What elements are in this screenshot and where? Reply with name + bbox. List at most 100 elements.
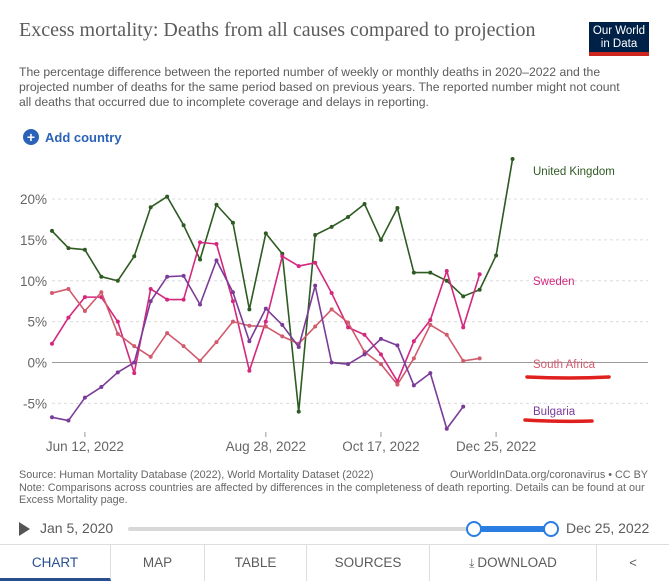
series-label-south-africa[interactable]: South Africa xyxy=(533,359,596,371)
data-point-sweden[interactable] xyxy=(132,371,137,376)
data-point-united-kingdom[interactable] xyxy=(494,253,499,258)
data-point-sweden[interactable] xyxy=(165,297,170,302)
data-point-south-africa[interactable] xyxy=(165,331,170,336)
data-point-south-africa[interactable] xyxy=(280,334,285,339)
timeline-track[interactable] xyxy=(128,527,550,531)
data-point-bulgaria[interactable] xyxy=(148,299,153,304)
data-point-south-africa[interactable] xyxy=(214,340,219,345)
data-point-bulgaria[interactable] xyxy=(428,371,433,376)
data-point-bulgaria[interactable] xyxy=(263,306,268,311)
data-point-sweden[interactable] xyxy=(230,299,235,304)
data-point-south-africa[interactable] xyxy=(461,358,466,363)
data-point-sweden[interactable] xyxy=(247,368,252,373)
data-point-united-kingdom[interactable] xyxy=(477,287,482,292)
data-point-bulgaria[interactable] xyxy=(296,344,301,349)
data-point-united-kingdom[interactable] xyxy=(230,220,235,225)
data-point-united-kingdom[interactable] xyxy=(247,307,252,312)
data-point-united-kingdom[interactable] xyxy=(378,237,383,242)
data-point-bulgaria[interactable] xyxy=(165,274,170,279)
data-point-bulgaria[interactable] xyxy=(198,302,203,307)
tab-sources[interactable]: SOURCES xyxy=(307,545,430,581)
data-point-south-africa[interactable] xyxy=(198,358,203,363)
data-point-sweden[interactable] xyxy=(313,260,318,265)
tab-table[interactable]: TABLE xyxy=(205,545,307,581)
data-point-south-africa[interactable] xyxy=(477,356,482,361)
data-point-bulgaria[interactable] xyxy=(50,415,54,420)
data-point-bulgaria[interactable] xyxy=(444,426,449,431)
timeline-start-handle[interactable] xyxy=(466,521,482,537)
data-point-sweden[interactable] xyxy=(428,318,433,323)
data-point-united-kingdom[interactable] xyxy=(165,194,170,199)
data-point-sweden[interactable] xyxy=(263,319,268,324)
data-point-south-africa[interactable] xyxy=(132,344,137,349)
data-point-united-kingdom[interactable] xyxy=(115,278,120,283)
data-point-south-africa[interactable] xyxy=(329,307,334,312)
data-point-south-africa[interactable] xyxy=(115,331,120,336)
data-point-bulgaria[interactable] xyxy=(313,283,318,288)
data-point-sweden[interactable] xyxy=(461,325,466,330)
share-button[interactable]: < xyxy=(597,545,669,581)
data-point-bulgaria[interactable] xyxy=(214,258,219,263)
data-point-south-africa[interactable] xyxy=(66,286,71,291)
data-point-south-africa[interactable] xyxy=(247,323,252,328)
data-point-sweden[interactable] xyxy=(280,254,285,259)
series-label-sweden[interactable]: Sweden xyxy=(533,276,575,288)
data-point-united-kingdom[interactable] xyxy=(411,270,416,275)
data-point-bulgaria[interactable] xyxy=(66,418,71,423)
data-point-south-africa[interactable] xyxy=(99,290,104,295)
data-point-sweden[interactable] xyxy=(411,339,416,344)
data-point-bulgaria[interactable] xyxy=(362,352,367,357)
data-point-bulgaria[interactable] xyxy=(395,343,400,348)
series-label-united-kingdom[interactable]: United Kingdom xyxy=(533,166,615,178)
data-point-sweden[interactable] xyxy=(181,297,186,302)
data-point-united-kingdom[interactable] xyxy=(263,231,268,236)
data-point-united-kingdom[interactable] xyxy=(214,202,219,207)
data-point-united-kingdom[interactable] xyxy=(50,228,54,233)
data-point-sweden[interactable] xyxy=(115,319,120,324)
data-point-bulgaria[interactable] xyxy=(181,273,186,278)
data-point-united-kingdom[interactable] xyxy=(296,409,301,414)
data-point-bulgaria[interactable] xyxy=(230,290,235,295)
data-point-sweden[interactable] xyxy=(477,272,482,277)
tab-chart[interactable]: CHART xyxy=(0,545,111,581)
series-line-sweden[interactable] xyxy=(51,241,481,383)
series-line-united-kingdom[interactable] xyxy=(51,158,514,413)
series-line-bulgaria[interactable] xyxy=(51,259,464,430)
data-point-united-kingdom[interactable] xyxy=(461,294,466,299)
data-point-sweden[interactable] xyxy=(198,240,203,245)
data-point-bulgaria[interactable] xyxy=(461,404,466,409)
data-point-united-kingdom[interactable] xyxy=(346,215,351,220)
data-point-united-kingdom[interactable] xyxy=(148,205,153,210)
play-icon[interactable] xyxy=(19,522,30,536)
tab-map[interactable]: MAP xyxy=(111,545,205,581)
series-line-south-africa[interactable] xyxy=(51,288,480,386)
data-point-bulgaria[interactable] xyxy=(280,322,285,327)
timeline-slider[interactable]: Jan 5, 2020 Dec 25, 2022 xyxy=(0,515,669,543)
data-point-south-africa[interactable] xyxy=(148,354,153,359)
owid-logo[interactable]: Our World in Data xyxy=(589,22,649,56)
data-point-south-africa[interactable] xyxy=(378,362,383,367)
series-label-bulgaria[interactable]: Bulgaria xyxy=(533,406,576,418)
data-point-united-kingdom[interactable] xyxy=(181,223,186,228)
data-point-sweden[interactable] xyxy=(296,264,301,269)
data-point-south-africa[interactable] xyxy=(411,356,416,361)
data-point-united-kingdom[interactable] xyxy=(82,247,87,252)
data-point-united-kingdom[interactable] xyxy=(132,254,137,259)
data-point-bulgaria[interactable] xyxy=(329,360,334,365)
data-point-united-kingdom[interactable] xyxy=(395,206,400,211)
data-point-united-kingdom[interactable] xyxy=(444,278,449,283)
data-point-bulgaria[interactable] xyxy=(346,362,351,367)
data-point-south-africa[interactable] xyxy=(230,319,235,324)
data-point-sweden[interactable] xyxy=(82,295,87,300)
data-point-south-africa[interactable] xyxy=(346,320,351,325)
data-point-united-kingdom[interactable] xyxy=(362,201,367,206)
data-point-south-africa[interactable] xyxy=(313,324,318,329)
data-point-south-africa[interactable] xyxy=(181,344,186,349)
tab-download[interactable]: ⤓ DOWNLOAD xyxy=(430,545,597,581)
data-point-sweden[interactable] xyxy=(66,315,71,320)
data-point-united-kingdom[interactable] xyxy=(313,233,318,238)
data-point-sweden[interactable] xyxy=(148,286,153,291)
data-point-sweden[interactable] xyxy=(346,325,351,330)
data-point-united-kingdom[interactable] xyxy=(198,257,203,262)
data-point-south-africa[interactable] xyxy=(50,291,54,296)
